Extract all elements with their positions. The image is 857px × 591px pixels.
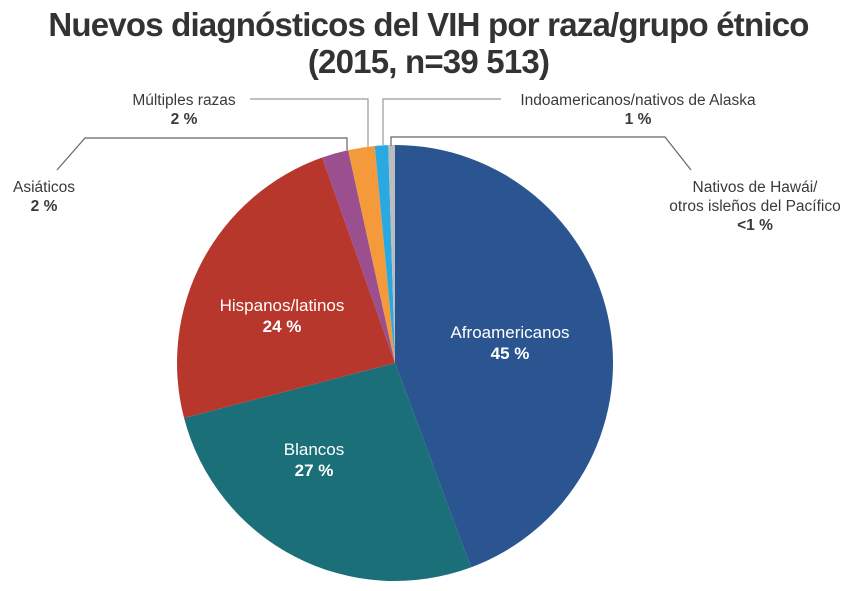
leader-line-nativos-hawai — [390, 136, 692, 171]
label-asiaticos-pct: 2 % — [30, 198, 58, 215]
slice-nativos-hawai — [388, 144, 395, 363]
slice-indoamericanos — [374, 145, 395, 363]
label-hispanos-pct: 24 % — [262, 317, 302, 336]
slice-blancos — [184, 363, 471, 582]
slice-hispanos — [177, 157, 395, 419]
slice-multiples — [348, 145, 395, 363]
label-blancos-name: Blancos — [283, 440, 345, 459]
label-nativos-hawai-name2: otros isleños del Pacífico — [669, 198, 841, 215]
label-nativos-hawai-pct: <1 % — [737, 217, 773, 234]
slice-asiaticos — [322, 150, 395, 363]
label-asiaticos-name: Asiáticos — [12, 179, 76, 196]
chart-title-line2: (2015, n=39 513) — [307, 43, 550, 80]
slice-afroamericanos — [395, 144, 614, 568]
label-hispanos: Hispanos/latinos 24 % — [202, 295, 362, 337]
leader-line-indoamericanos — [382, 98, 501, 145]
label-nativos-hawai: Nativos de Hawái/ otros isleños del Pací… — [655, 178, 855, 235]
label-nativos-hawai-name1: Nativos de Hawái/ — [692, 179, 818, 196]
label-afroamericanos-name: Afroamericanos — [450, 323, 570, 342]
label-hispanos-name: Hispanos/latinos — [219, 296, 345, 315]
label-afroamericanos-pct: 45 % — [490, 344, 530, 363]
leader-line-asiaticos — [56, 137, 348, 171]
label-indoamericanos-pct: 1 % — [624, 111, 652, 128]
chart-title-line1: Nuevos diagnósticos del VIH por raza/gru… — [48, 6, 809, 43]
chart-title: Nuevos diagnósticos del VIH por raza/gru… — [0, 6, 857, 80]
label-asiaticos: Asiáticos 2 % — [4, 178, 84, 216]
label-afroamericanos: Afroamericanos 45 % — [430, 322, 590, 364]
label-multiples: Múltiples razas 2 % — [120, 91, 248, 129]
label-blancos-pct: 27 % — [294, 461, 334, 480]
label-multiples-pct: 2 % — [170, 111, 198, 128]
label-multiples-name: Múltiples razas — [132, 92, 236, 109]
label-indoamericanos-name: Indoamericanos/nativos de Alaska — [520, 92, 756, 109]
leader-line-multiples — [250, 98, 369, 147]
label-indoamericanos: Indoamericanos/nativos de Alaska 1 % — [505, 91, 771, 129]
label-blancos: Blancos 27 % — [254, 439, 374, 481]
